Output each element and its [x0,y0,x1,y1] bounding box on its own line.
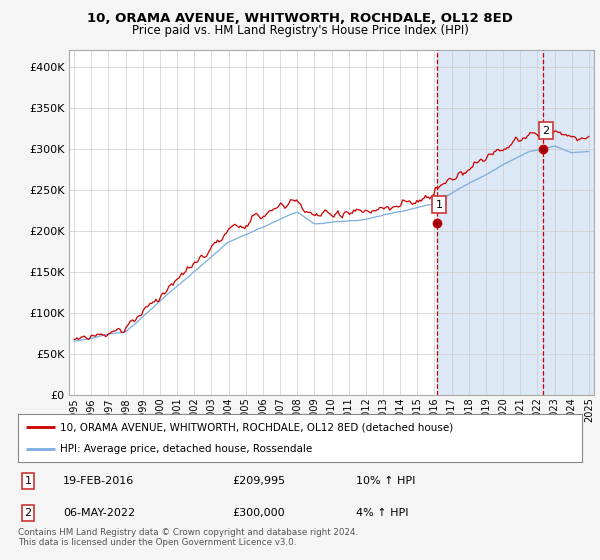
Text: 10, ORAMA AVENUE, WHITWORTH, ROCHDALE, OL12 8ED (detached house): 10, ORAMA AVENUE, WHITWORTH, ROCHDALE, O… [60,422,454,432]
Text: HPI: Average price, detached house, Rossendale: HPI: Average price, detached house, Ross… [60,444,313,454]
Text: £300,000: £300,000 [232,508,285,518]
Text: £209,995: £209,995 [232,476,286,486]
Text: 2: 2 [25,508,32,518]
Text: 2: 2 [542,126,550,136]
Text: 1: 1 [436,199,443,209]
Text: 19-FEB-2016: 19-FEB-2016 [63,476,134,486]
Bar [437,50,598,395]
Text: 10% ↑ HPI: 10% ↑ HPI [356,476,416,486]
Text: Price paid vs. HM Land Registry's House Price Index (HPI): Price paid vs. HM Land Registry's House … [131,24,469,36]
Text: 06-MAY-2022: 06-MAY-2022 [63,508,135,518]
Text: 1: 1 [25,476,32,486]
Text: Contains HM Land Registry data © Crown copyright and database right 2024.
This d: Contains HM Land Registry data © Crown c… [18,528,358,547]
Text: 4% ↑ HPI: 4% ↑ HPI [356,508,409,518]
Text: 10, ORAMA AVENUE, WHITWORTH, ROCHDALE, OL12 8ED: 10, ORAMA AVENUE, WHITWORTH, ROCHDALE, O… [87,12,513,25]
